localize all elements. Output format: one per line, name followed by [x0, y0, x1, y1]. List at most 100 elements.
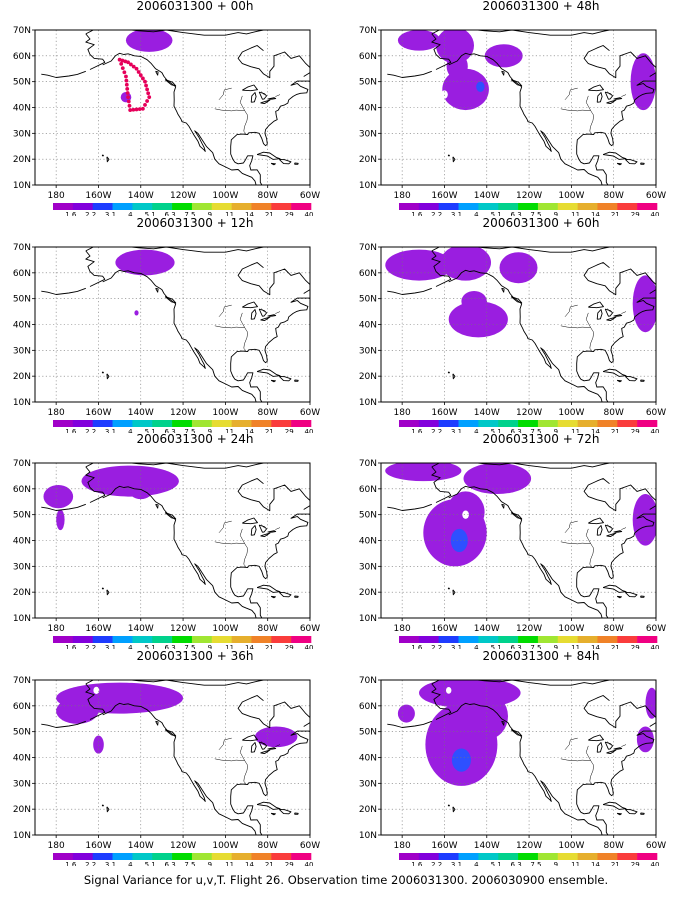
- lon-tick-label: 140W: [128, 624, 154, 634]
- coastline: [588, 734, 604, 742]
- lon-tick-label: 120W: [516, 624, 542, 634]
- map-svg: 70N 60N 50N 40N 30N 20N 10N 180 160W 140W 120W 100W…: [359, 26, 666, 216]
- colorbar-swatch: [478, 636, 499, 643]
- observation-point: [119, 62, 124, 66]
- coastline: [260, 99, 271, 105]
- colorbar-swatch: [418, 853, 439, 860]
- coastline: [270, 812, 276, 816]
- variance-region: [436, 30, 474, 64]
- colorbar-label: 5.1: [491, 861, 502, 866]
- lon-tick-label: 120W: [170, 624, 196, 634]
- map-panel-p24: 2006031300 + 24h 70N 60N 50N 40N 30N 20N 10N 180…: [0, 432, 330, 649]
- lat-tick-label: 60N: [359, 485, 377, 495]
- observation-point: [134, 66, 139, 71]
- lon-tick-label: 120W: [516, 841, 542, 851]
- colorbar-swatch: [399, 420, 420, 427]
- lon-tick-label: 100W: [212, 408, 238, 418]
- colorbar-label: 14: [245, 861, 254, 866]
- colorbar-swatch: [537, 420, 559, 427]
- colorbar-swatch: [271, 420, 292, 427]
- river: [585, 95, 594, 135]
- river: [585, 312, 594, 352]
- colorbar-swatch: [191, 636, 213, 643]
- coastline: [85, 680, 310, 729]
- coastline: [85, 33, 257, 185]
- colorbar-swatch: [53, 420, 74, 427]
- river: [564, 87, 578, 100]
- colorbar-label: 11: [571, 861, 580, 866]
- colorbar-label: 4: [128, 644, 133, 649]
- colorbar-label: 11: [225, 644, 234, 649]
- colorbar-swatch: [498, 853, 519, 860]
- coastline: [602, 801, 627, 810]
- coastline: [596, 309, 603, 320]
- variance-core: [450, 528, 468, 553]
- colorbar-label: 11: [225, 428, 234, 433]
- lon-tick-label: 160W: [85, 624, 111, 634]
- coastline: [242, 517, 258, 525]
- coastline: [431, 33, 603, 185]
- coastline: [501, 720, 505, 726]
- river: [585, 528, 594, 568]
- variance-gap: [441, 90, 448, 99]
- colorbar-swatch: [251, 420, 272, 427]
- river: [239, 312, 248, 352]
- colorbar-swatch: [291, 420, 312, 427]
- colorbar-swatch: [172, 853, 193, 860]
- coastline: [640, 812, 645, 815]
- colorbar-swatch: [637, 420, 658, 427]
- coastline: [41, 287, 86, 295]
- colorbar-label: 40: [651, 428, 660, 433]
- colorbar-label: 1.6: [65, 211, 77, 216]
- coastline: [278, 591, 292, 598]
- colorbar-label: 11: [571, 211, 580, 216]
- river: [275, 94, 281, 97]
- colorbar-label: 5.1: [145, 428, 156, 433]
- variance-region: [134, 310, 139, 316]
- colorbar-label: 9: [208, 211, 212, 216]
- colorbar-label: 2.2: [431, 861, 442, 866]
- colorbar-swatch: [637, 203, 658, 210]
- colorbar-label: 40: [305, 211, 314, 216]
- colorbar-label: 29: [631, 861, 640, 866]
- coastline: [85, 683, 257, 835]
- lat-tick-label: 20N: [13, 372, 31, 382]
- variance-region: [446, 53, 468, 80]
- lat-tick-label: 50N: [359, 511, 377, 521]
- coastline: [294, 595, 299, 598]
- lat-tick-label: 10N: [13, 831, 31, 841]
- colorbar-swatch: [251, 853, 272, 860]
- lat-tick-label: 20N: [13, 588, 31, 598]
- river: [607, 524, 611, 529]
- colorbar-label: 29: [631, 428, 640, 433]
- lat-tick-label: 50N: [13, 511, 31, 521]
- colorbar-swatch: [458, 203, 479, 210]
- coastline: [616, 379, 622, 383]
- colorbar-swatch: [53, 203, 74, 210]
- colorbar-label: 29: [285, 644, 294, 649]
- observation-point: [147, 95, 152, 100]
- lat-tick-label: 60N: [13, 52, 31, 62]
- colorbar-label: 6.3: [511, 428, 522, 433]
- colorbar: 1.6 2.2 3.1 4 5.1 6.3 7.5 9 11 14 21 29 40: [399, 420, 659, 433]
- coastline: [447, 154, 450, 157]
- colorbar-label: 40: [651, 861, 660, 866]
- coastline: [155, 720, 159, 726]
- colorbar-label: 9: [208, 428, 212, 433]
- colorbar-label: 14: [245, 644, 254, 649]
- colorbar-label: 21: [611, 211, 620, 216]
- observation-point: [138, 73, 143, 78]
- river: [621, 527, 627, 530]
- colorbar-label: 6.3: [165, 861, 176, 866]
- colorbar-label: 11: [571, 428, 580, 433]
- colorbar-swatch: [518, 420, 539, 427]
- lon-tick-label: 120W: [170, 841, 196, 851]
- river: [560, 758, 591, 762]
- coastline: [164, 79, 177, 87]
- coastline: [616, 162, 622, 166]
- coastline: [510, 512, 523, 520]
- coastline: [101, 154, 104, 157]
- coastline: [260, 532, 271, 538]
- colorbar-label: 6.3: [511, 644, 522, 649]
- lon-tick-label: 100W: [212, 191, 238, 201]
